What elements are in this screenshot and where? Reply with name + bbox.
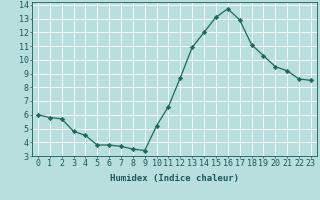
X-axis label: Humidex (Indice chaleur): Humidex (Indice chaleur) [110,174,239,183]
